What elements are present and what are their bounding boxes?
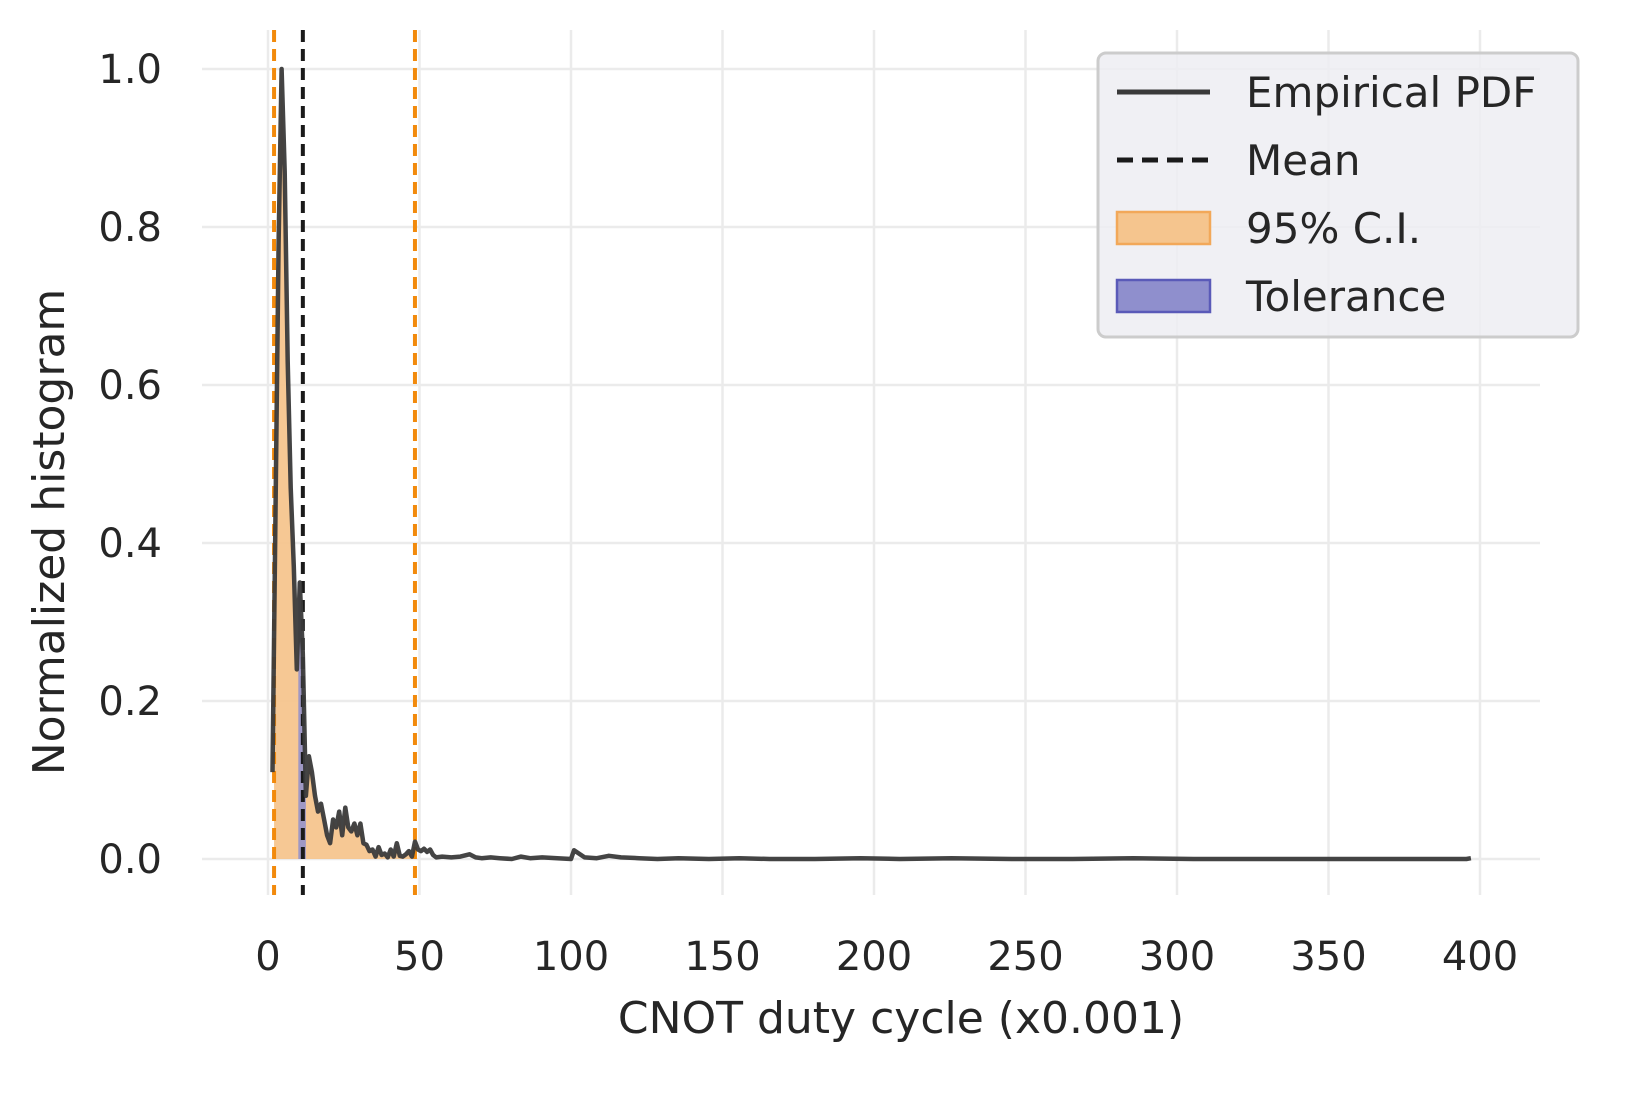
y-tick-label: 0.6 <box>98 363 162 409</box>
legend-label-pdf: Empirical PDF <box>1246 68 1536 117</box>
x-tick-label: 250 <box>987 934 1063 980</box>
y-tick-label: 0.2 <box>98 679 162 725</box>
x-tick-label: 350 <box>1290 934 1366 980</box>
legend-swatch-ci <box>1115 210 1212 246</box>
y-tick-label: 1.0 <box>98 47 162 93</box>
x-tick-label: 100 <box>533 934 609 980</box>
x-tick-label: 150 <box>684 934 760 980</box>
legend-label-tolerance: Tolerance <box>1245 272 1446 321</box>
y-axis-label: Normalized histogram <box>24 289 75 776</box>
y-tick-label: 0.4 <box>98 521 162 567</box>
x-tick-label: 300 <box>1139 934 1215 980</box>
x-tick-label: 50 <box>394 934 445 980</box>
legend-box <box>1096 51 1580 339</box>
ci-fill-area <box>274 69 415 859</box>
y-tick-label: 0.0 <box>98 837 162 883</box>
y-tick-label: 0.8 <box>98 205 162 251</box>
legend-label-ci: 95% C.I. <box>1246 204 1421 253</box>
legend: Empirical PDF Mean 95% C.I. Tolerance <box>1096 51 1580 339</box>
legend-swatch-tolerance <box>1115 278 1212 314</box>
legend-label-mean: Mean <box>1246 136 1360 185</box>
pdf-series-line <box>270 66 1472 862</box>
tick-labels: 0 50 100 150 200 250 300 350 400 0.0 0.2 0.4 0.6 0.8 1… <box>98 47 1518 980</box>
x-axis-label: CNOT duty cycle (x0.001) <box>618 993 1184 1044</box>
x-tick-label: 400 <box>1442 934 1518 980</box>
x-tick-label: 0 <box>255 934 280 980</box>
x-tick-label: 200 <box>836 934 912 980</box>
data-lines <box>270 30 1472 895</box>
